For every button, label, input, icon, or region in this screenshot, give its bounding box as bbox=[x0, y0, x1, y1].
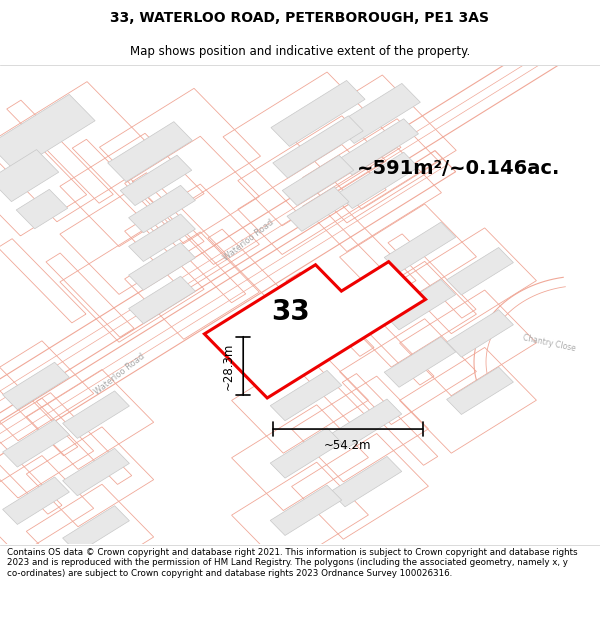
Polygon shape bbox=[0, 149, 59, 202]
Polygon shape bbox=[0, 94, 95, 171]
Polygon shape bbox=[128, 214, 196, 261]
Polygon shape bbox=[205, 262, 425, 398]
Polygon shape bbox=[338, 152, 418, 209]
Polygon shape bbox=[128, 186, 196, 232]
Polygon shape bbox=[2, 477, 70, 524]
Polygon shape bbox=[287, 187, 349, 231]
Polygon shape bbox=[384, 337, 456, 388]
Text: 33: 33 bbox=[272, 298, 310, 326]
Polygon shape bbox=[2, 362, 70, 410]
Polygon shape bbox=[384, 222, 456, 272]
Polygon shape bbox=[128, 276, 196, 324]
Text: Contains OS data © Crown copyright and database right 2021. This information is : Contains OS data © Crown copyright and d… bbox=[7, 548, 578, 578]
Polygon shape bbox=[270, 485, 342, 536]
Polygon shape bbox=[384, 279, 456, 330]
Polygon shape bbox=[107, 122, 193, 182]
Text: Chantry Close: Chantry Close bbox=[522, 333, 576, 353]
Polygon shape bbox=[270, 428, 342, 478]
Polygon shape bbox=[446, 248, 514, 295]
Text: Waterloo Road: Waterloo Road bbox=[93, 352, 147, 396]
Polygon shape bbox=[2, 419, 70, 467]
Polygon shape bbox=[62, 506, 130, 553]
Polygon shape bbox=[282, 155, 354, 206]
Text: ~28.3m: ~28.3m bbox=[222, 342, 235, 389]
Text: Waterloo Road: Waterloo Road bbox=[222, 217, 276, 262]
Polygon shape bbox=[62, 391, 130, 438]
Polygon shape bbox=[338, 119, 418, 175]
Polygon shape bbox=[330, 399, 402, 449]
Polygon shape bbox=[62, 448, 130, 496]
Text: ~54.2m: ~54.2m bbox=[324, 439, 371, 452]
Polygon shape bbox=[128, 242, 196, 290]
Polygon shape bbox=[271, 81, 365, 146]
Text: Map shows position and indicative extent of the property.: Map shows position and indicative extent… bbox=[130, 45, 470, 58]
Polygon shape bbox=[16, 189, 68, 229]
Text: 33, WATERLOO ROAD, PETERBOROUGH, PE1 3AS: 33, WATERLOO ROAD, PETERBOROUGH, PE1 3AS bbox=[110, 11, 490, 26]
Polygon shape bbox=[446, 309, 514, 357]
Polygon shape bbox=[273, 116, 363, 178]
Polygon shape bbox=[335, 83, 421, 144]
Text: ~591m²/~0.146ac.: ~591m²/~0.146ac. bbox=[357, 159, 560, 178]
Polygon shape bbox=[270, 371, 342, 421]
Polygon shape bbox=[446, 367, 514, 414]
Polygon shape bbox=[330, 456, 402, 507]
Polygon shape bbox=[120, 155, 192, 206]
